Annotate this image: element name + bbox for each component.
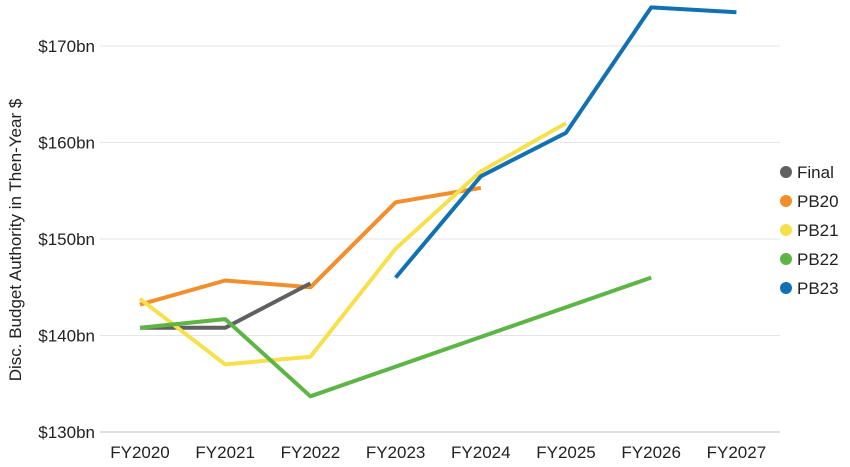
legend-label-pb21: PB21 bbox=[797, 221, 839, 240]
x-tick-label: FY2027 bbox=[707, 443, 767, 462]
x-tick-label: FY2021 bbox=[195, 443, 255, 462]
legend-label-pb22: PB22 bbox=[797, 250, 839, 269]
series-line-pb22 bbox=[139, 275, 652, 399]
series-line-pb20 bbox=[139, 185, 482, 307]
y-tick-label: $150bn bbox=[38, 230, 95, 249]
y-tick-label: $170bn bbox=[38, 37, 95, 56]
series-line-pb23 bbox=[394, 5, 737, 279]
x-tick-label: FY2022 bbox=[281, 443, 341, 462]
y-tick-label: $130bn bbox=[38, 423, 95, 442]
axes: $130bn $140bn $150bn $160bn $170bn FY2020 FY20… bbox=[38, 37, 780, 462]
legend-marker-pb20 bbox=[780, 195, 792, 207]
legend-label-pb23: PB23 bbox=[797, 279, 839, 298]
legend-marker-pb23 bbox=[780, 282, 792, 294]
x-tick-label: FY2025 bbox=[536, 443, 596, 462]
y-axis-label: Disc. Budget Authority in Then-Year $ bbox=[6, 98, 25, 381]
y-tick-label: $160bn bbox=[38, 134, 95, 153]
x-tick-label: FY2024 bbox=[451, 443, 511, 462]
x-tick-label: FY2020 bbox=[110, 443, 170, 462]
x-tick-label: FY2023 bbox=[366, 443, 426, 462]
legend-label-final: Final bbox=[797, 163, 834, 182]
gridlines bbox=[100, 45, 780, 336]
legend: Final PB20 PB21 PB22 PB23 bbox=[780, 163, 839, 298]
series-layer bbox=[138, 5, 737, 399]
legend-marker-pb22 bbox=[780, 253, 792, 265]
legend-label-pb20: PB20 bbox=[797, 192, 839, 211]
series-line-final bbox=[140, 281, 312, 330]
x-tick-label: FY2026 bbox=[621, 443, 681, 462]
legend-marker-final bbox=[780, 166, 792, 178]
y-tick-label: $140bn bbox=[38, 327, 95, 346]
legend-marker-pb21 bbox=[780, 224, 792, 236]
series-line-pb21 bbox=[138, 121, 567, 367]
